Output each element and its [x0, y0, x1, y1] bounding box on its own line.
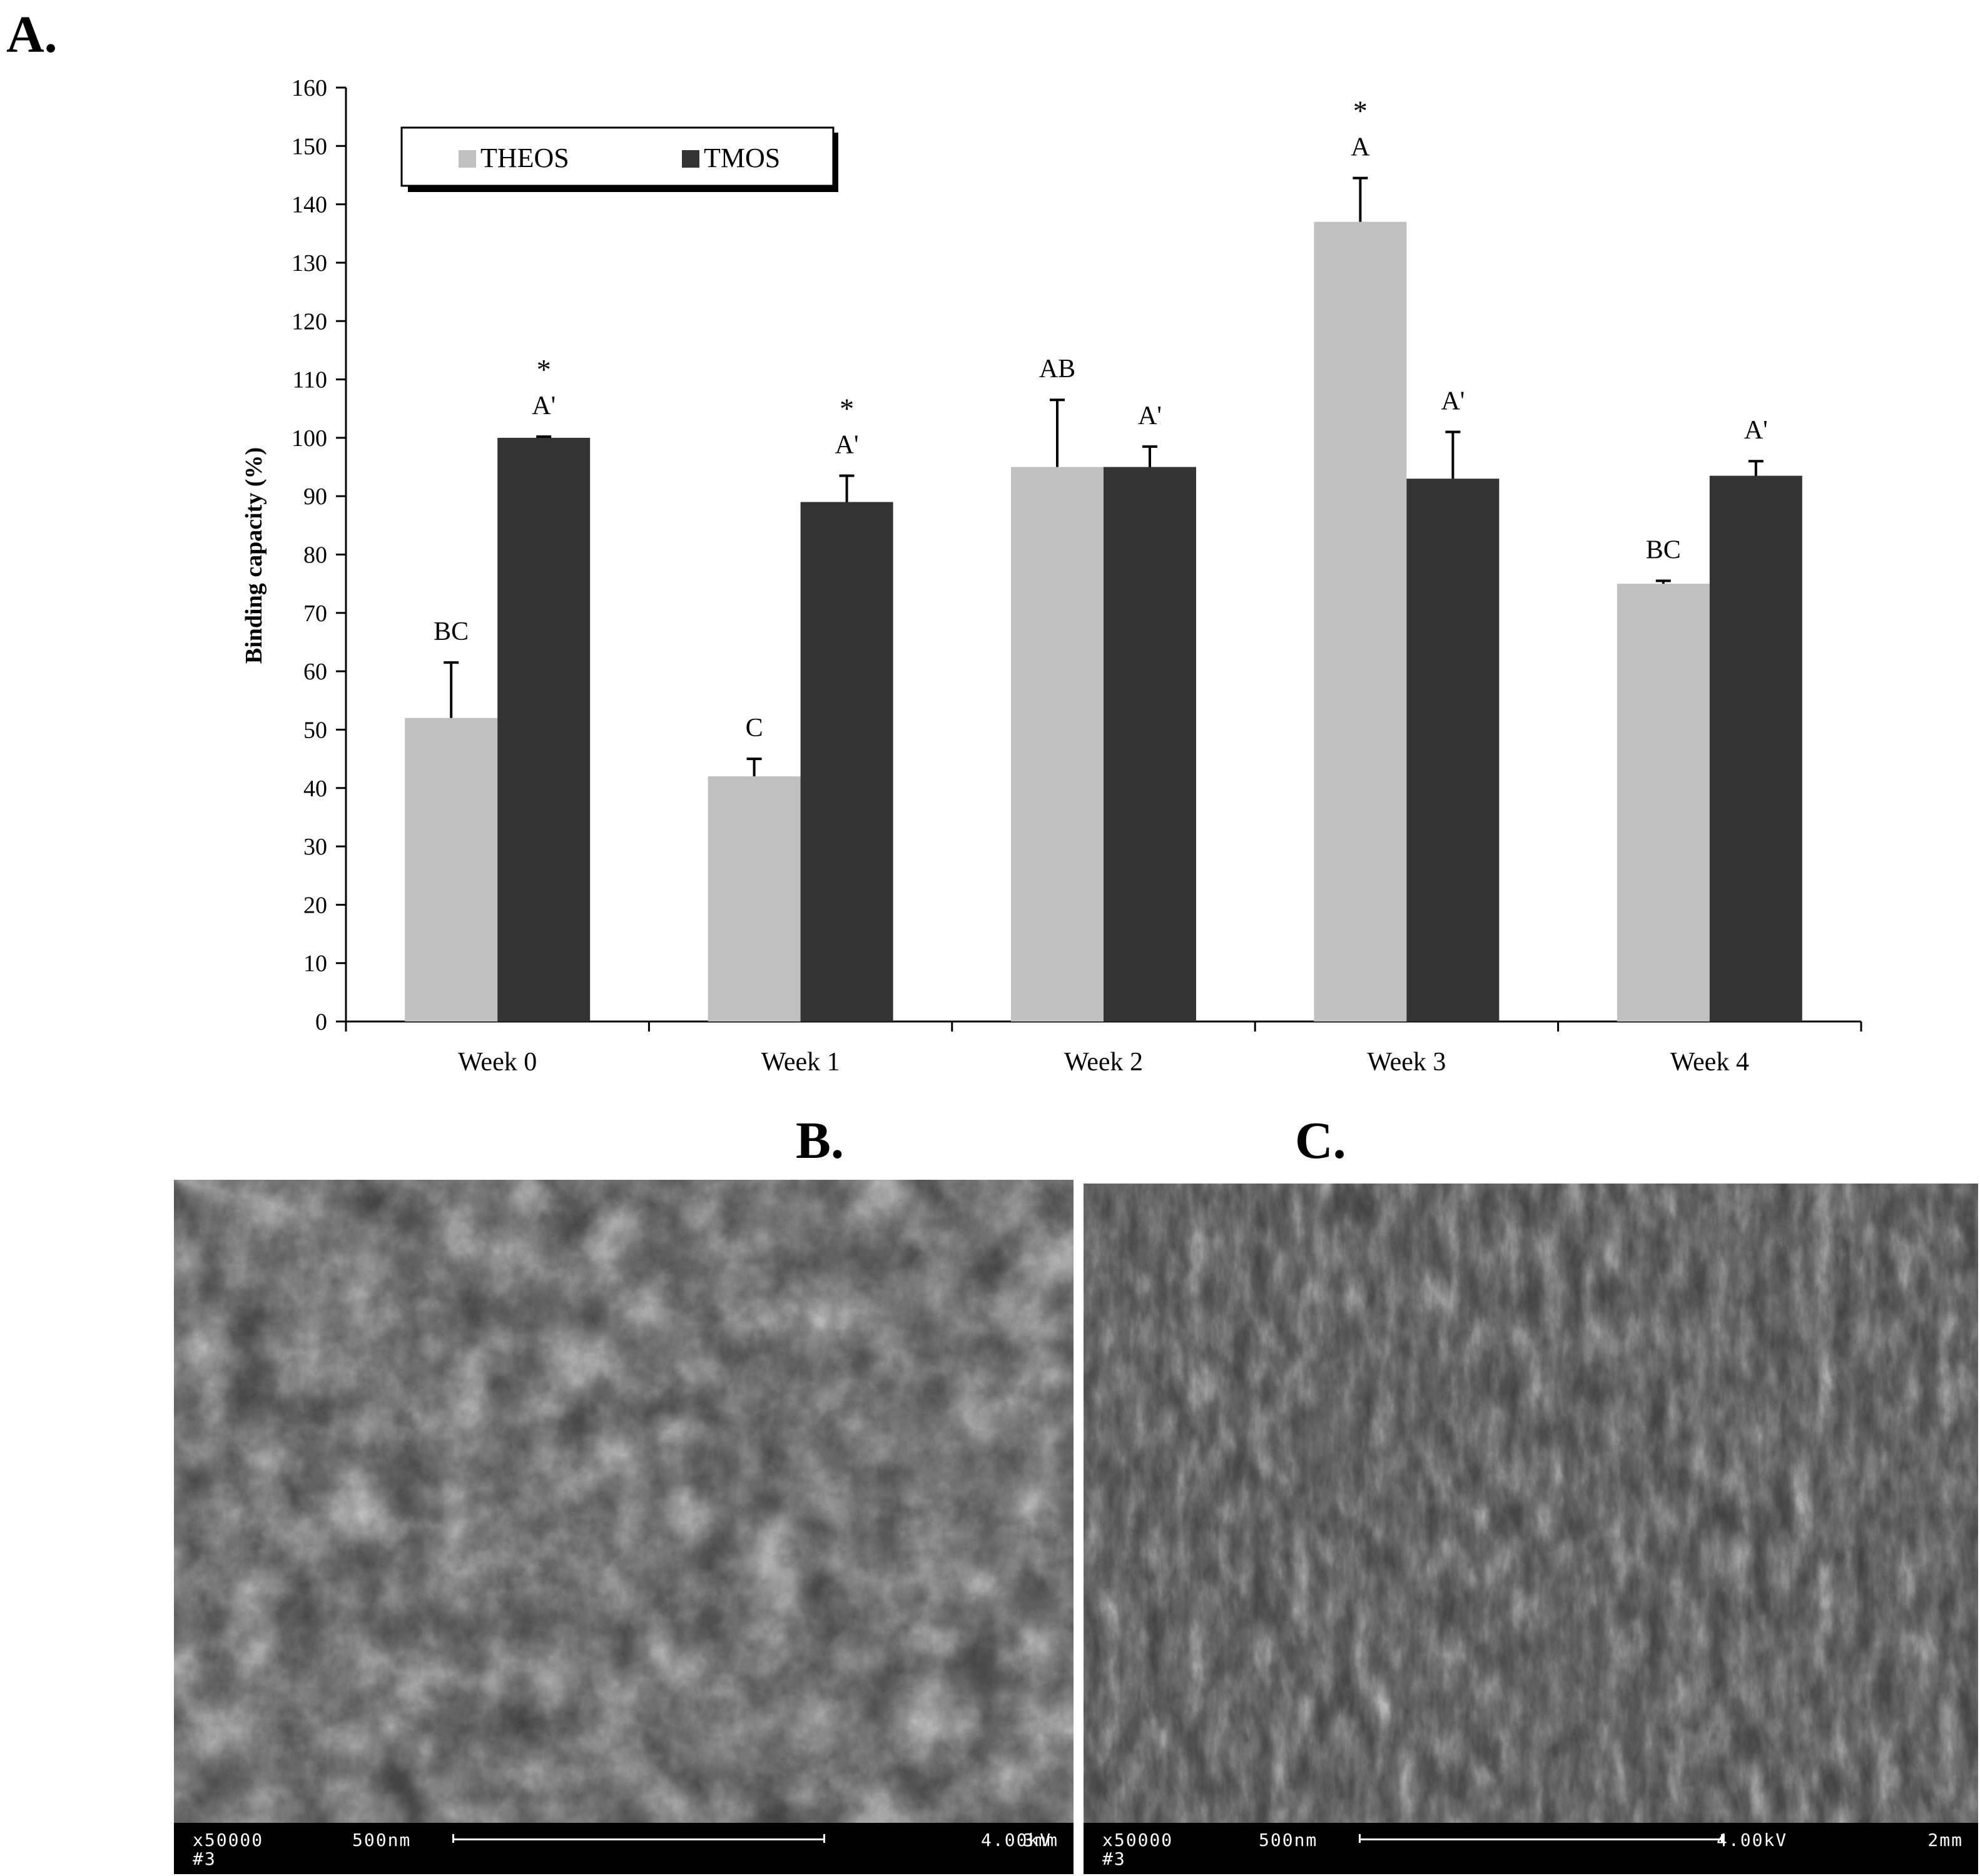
y-tick-label: 10: [303, 951, 327, 977]
micrograph-c: x50000 #3 500nm 4.00kV 2mm: [1084, 1184, 1978, 1874]
bar-theos: [405, 717, 498, 1022]
micrograph-b: x50000 #3 500nm 4.00kV 3mm: [174, 1180, 1074, 1874]
micrograph-c-scale-bar: [1359, 1838, 1723, 1840]
bar-tmos: [1104, 467, 1196, 1022]
micrograph-b-scale-label: 500nm: [352, 1830, 412, 1850]
bar-chart: 0 10 20 30 40 50 60 70 80 90 100 110 120 130 140 150 160…: [241, 75, 1862, 1077]
legend-label-theos: THEOS: [480, 143, 569, 173]
y-tick-label: 30: [303, 834, 327, 860]
micrograph-c-texture: [1084, 1184, 1978, 1824]
chart-labels: BC C AB A * BC A' * A' * A' A' A': [434, 95, 1768, 743]
bar-tmos: [800, 502, 893, 1022]
micrograph-c-distance: 2mm: [1927, 1830, 1963, 1850]
micrograph-b-distance: 3mm: [1023, 1830, 1059, 1850]
panel-label-a: A.: [6, 6, 58, 64]
y-tick-label: 130: [292, 250, 327, 276]
x-tick-label: Week 3: [1367, 1048, 1446, 1077]
x-tick-label: Week 0: [458, 1048, 537, 1077]
legend-label-tmos: TMOS: [704, 143, 780, 173]
y-tick-label: 70: [303, 601, 327, 627]
micrograph-c-voltage: 4.00kV: [1717, 1830, 1788, 1850]
x-tick-label: Week 1: [761, 1048, 840, 1077]
micrograph-b-magnification: x50000: [193, 1830, 264, 1850]
legend-swatch-tmos: [682, 150, 699, 168]
y-axis-label: Binding capacity (%): [241, 447, 267, 664]
significance-letter: AB: [1039, 355, 1075, 383]
y-tick-label: 50: [303, 717, 327, 743]
y-tick-label: 80: [303, 542, 327, 569]
micrograph-b-scale-bar: [452, 1838, 825, 1840]
significance-letter: A': [1138, 402, 1162, 430]
chart-legend: THEOS TMOS: [400, 126, 838, 192]
x-tick-label: Week 2: [1064, 1048, 1143, 1077]
y-tick-label: 160: [292, 75, 327, 101]
significance-letter: C: [746, 714, 763, 743]
significance-letter: A': [1441, 387, 1465, 416]
bar-theos: [708, 776, 801, 1022]
panel-label-c: C.: [1295, 1112, 1346, 1170]
y-tick-label: 20: [303, 892, 327, 918]
y-tick-label: 110: [292, 367, 327, 393]
y-tick-label: 0: [315, 1009, 327, 1035]
y-tick-label: 150: [292, 133, 327, 160]
bar-theos: [1617, 584, 1710, 1022]
significance-letter: A: [1351, 133, 1370, 162]
significance-star: *: [1353, 95, 1368, 127]
y-tick-label: 90: [303, 484, 327, 510]
bar-tmos: [1709, 475, 1802, 1022]
bar-theos: [1011, 467, 1104, 1022]
y-tick-label: 40: [303, 776, 327, 802]
significance-letter: BC: [434, 617, 469, 646]
y-tick-label: 100: [292, 425, 327, 452]
significance-letter: A': [532, 392, 556, 420]
micrograph-c-sample: #3: [1102, 1848, 1126, 1869]
micrograph-c-info-bar: x50000 #3 500nm 4.00kV 2mm: [1084, 1823, 1978, 1874]
y-tick-label: 140: [292, 192, 327, 218]
x-tick-label: Week 4: [1670, 1048, 1749, 1077]
chart-bars: [405, 176, 1802, 1022]
micrograph-b-info-bar: x50000 #3 500nm 4.00kV 3mm: [174, 1823, 1074, 1874]
micrograph-b-sample: #3: [193, 1848, 216, 1869]
micrograph-c-scale-tick-right: [1721, 1834, 1723, 1843]
y-tick-label: 120: [292, 308, 327, 335]
significance-letter: A': [835, 431, 859, 460]
panel-label-b: B.: [796, 1112, 845, 1170]
legend-swatch-theos: [459, 150, 476, 168]
micrograph-b-scale-tick-right: [823, 1834, 825, 1843]
micrograph-c-magnification: x50000: [1102, 1830, 1174, 1850]
significance-star: *: [840, 393, 854, 425]
y-tick-label: 60: [303, 659, 327, 685]
bar-tmos: [1406, 479, 1500, 1022]
micrograph-b-voltage: 4.00kV: [981, 1830, 1052, 1850]
micrograph-c-scale-label: 500nm: [1259, 1830, 1318, 1850]
significance-star: *: [537, 353, 551, 385]
bar-theos: [1314, 221, 1407, 1022]
significance-letter: BC: [1646, 535, 1681, 564]
bar-tmos: [497, 437, 591, 1022]
micrograph-b-texture: [174, 1180, 1074, 1824]
significance-letter: A': [1744, 416, 1768, 445]
